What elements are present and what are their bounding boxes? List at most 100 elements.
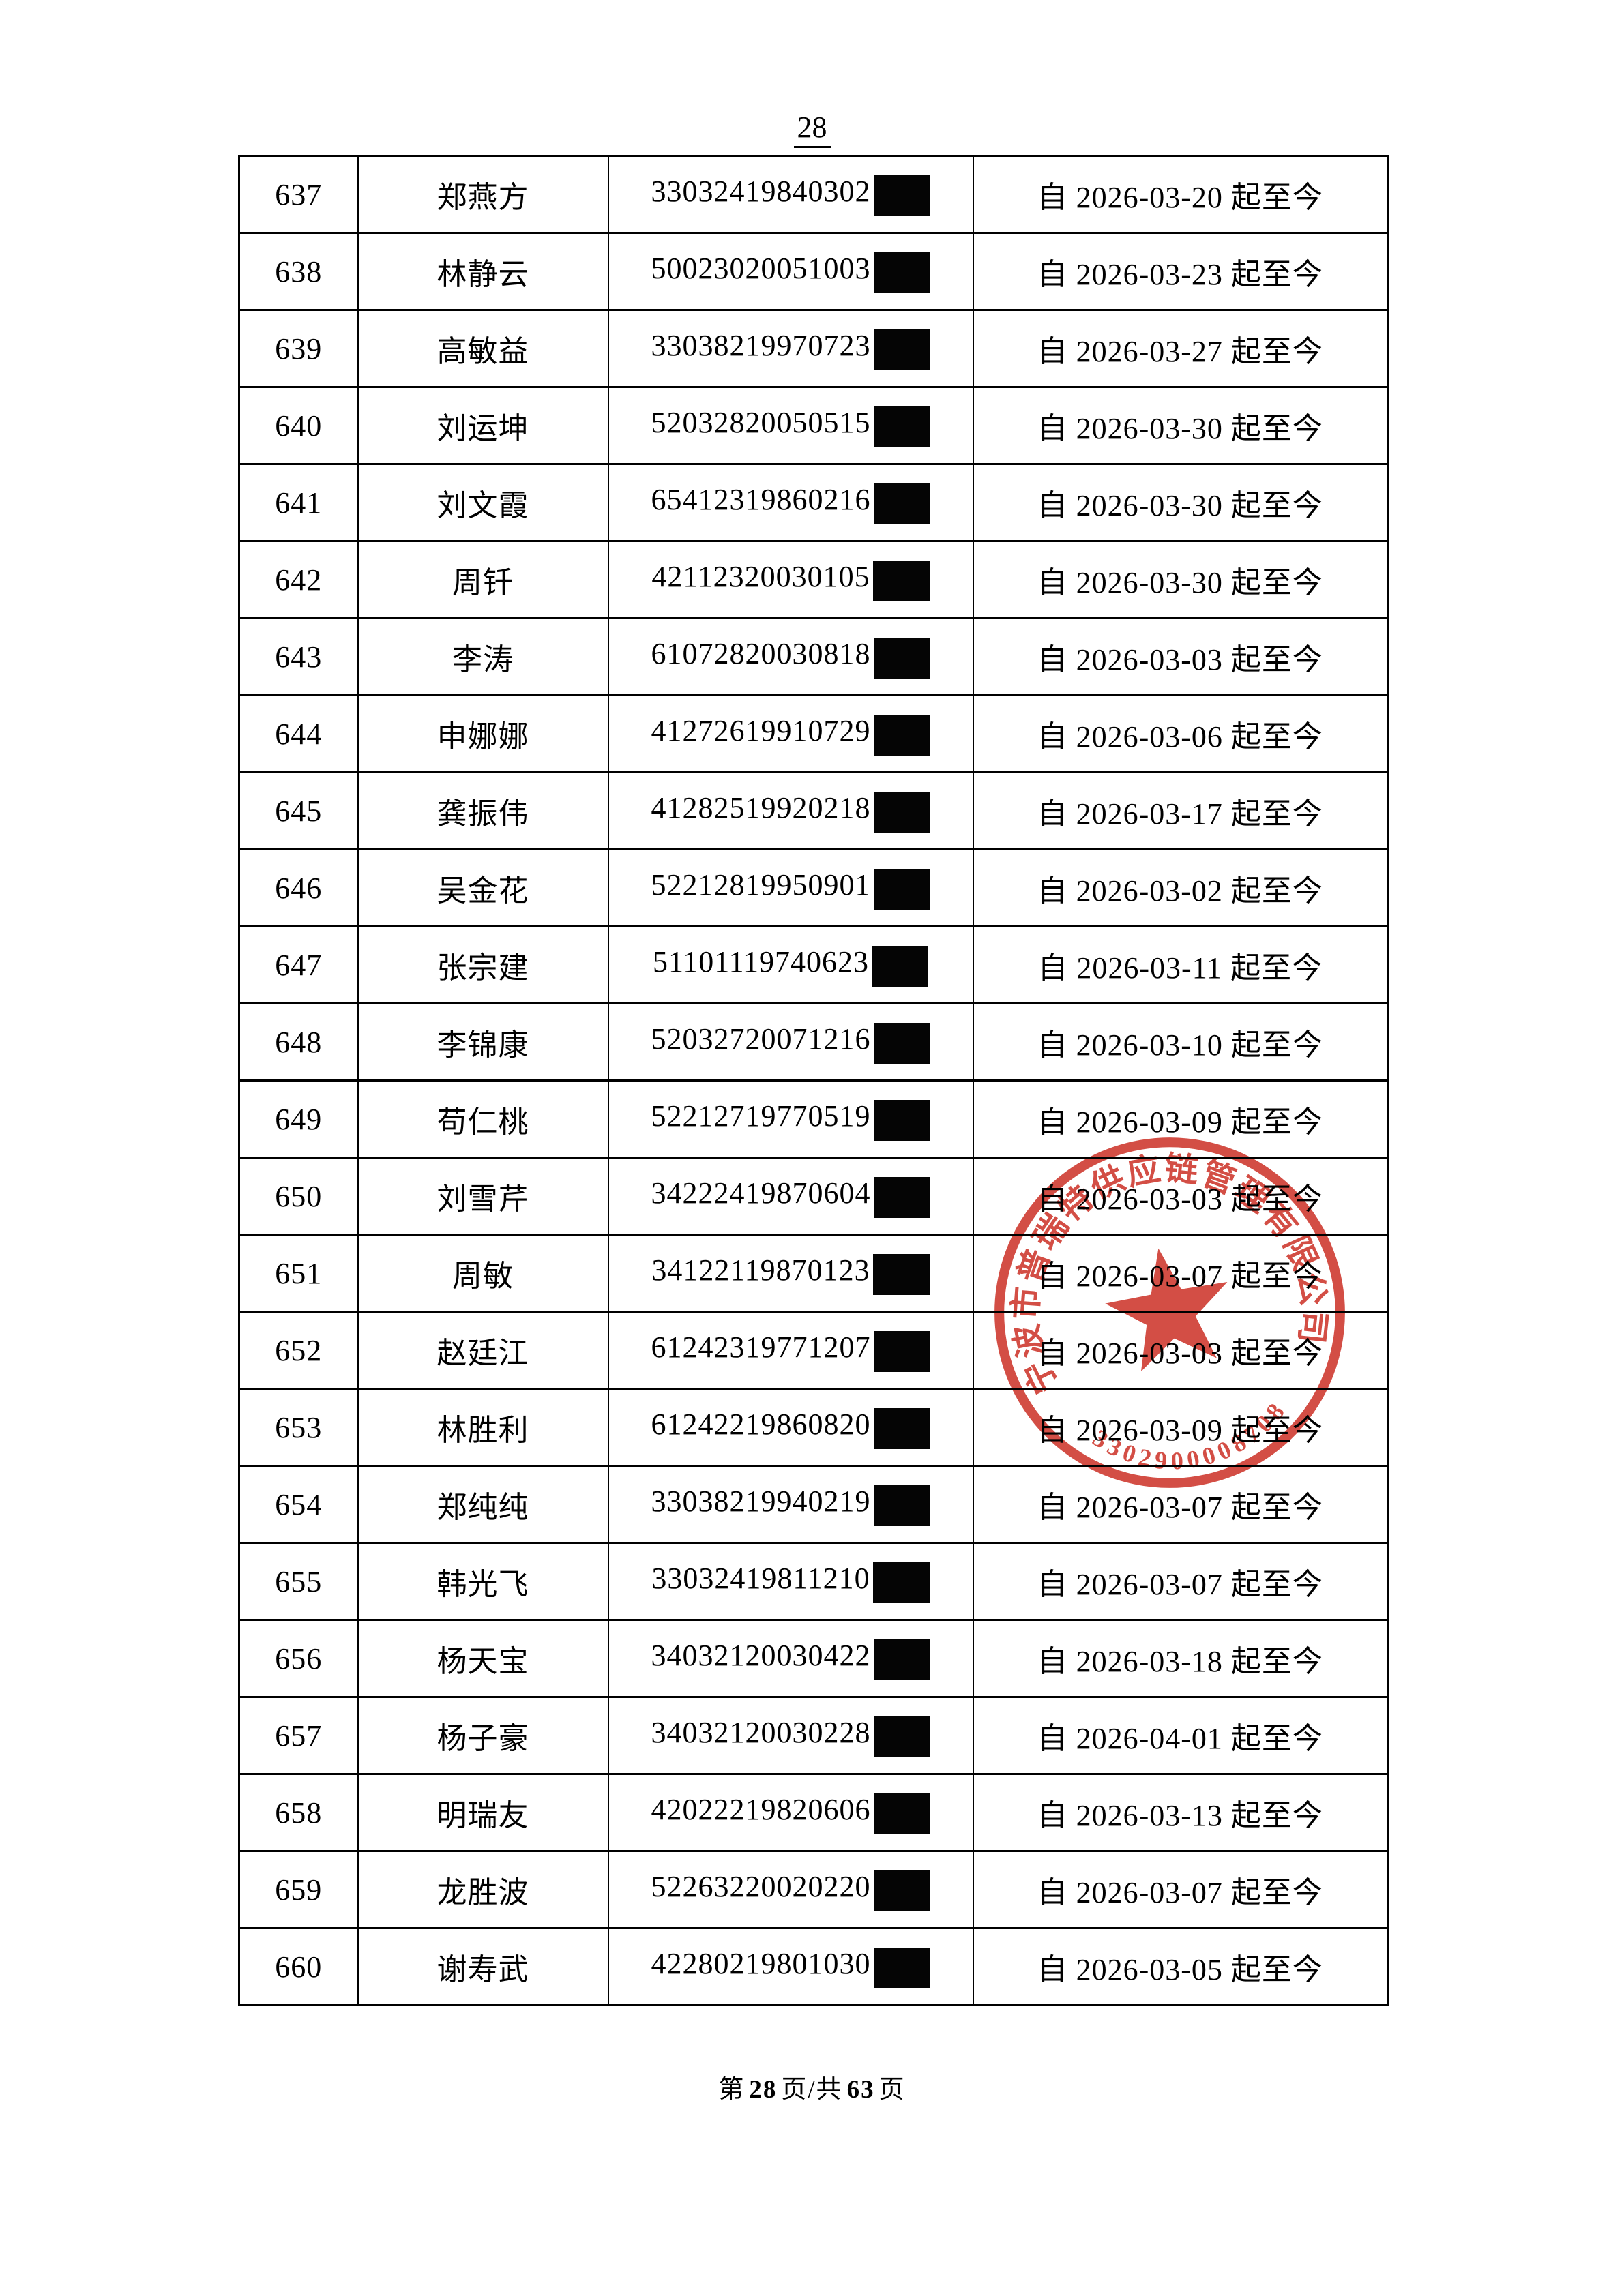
id-number-text: 51101119740623: [652, 945, 870, 979]
cell-valid-period: 自 2026-03-30 起至今: [972, 463, 1389, 542]
cell-row-number: 641: [238, 463, 359, 542]
page-number-top: 28: [793, 110, 831, 149]
cell-row-number: 637: [238, 155, 359, 234]
cell-id-number: 33038219940219: [607, 1465, 974, 1544]
cell-id-number: 61242319771207: [607, 1311, 974, 1390]
cell-valid-period: 自 2026-04-01 起至今: [972, 1696, 1389, 1775]
id-number-text: 42112320030105: [651, 560, 870, 594]
redaction-box: [873, 406, 930, 447]
redaction-box: [873, 715, 930, 756]
id-number-text: 33038219970723: [651, 329, 871, 363]
id-number-text: 34222419870604: [651, 1176, 871, 1210]
cell-name: 谢寿武: [357, 1927, 609, 2006]
cell-id-number: 51101119740623: [607, 925, 974, 1004]
cell-row-number: 656: [238, 1619, 359, 1698]
id-number-text: 50023020051003: [651, 252, 871, 286]
redaction-box: [873, 252, 930, 293]
table-row: 649 苟仁桃 52212719770519 自 2026-03-09 起至今: [238, 1079, 1389, 1159]
cell-id-number: 42022219820606: [607, 1773, 974, 1852]
redaction-box: [873, 869, 930, 910]
cell-valid-period: 自 2026-03-05 起至今: [972, 1927, 1389, 2006]
footer-prefix: 第: [718, 2076, 745, 2104]
table-row: 644 申娜娜 41272619910729 自 2026-03-06 起至今: [238, 694, 1389, 773]
id-number-text: 34032120030422: [651, 1639, 871, 1673]
page-header: 28: [0, 110, 1624, 149]
cell-valid-period: 自 2026-03-30 起至今: [972, 540, 1389, 619]
table-row: 643 李涛 61072820030818 自 2026-03-03 起至今: [238, 617, 1389, 696]
cell-row-number: 643: [238, 617, 359, 696]
cell-name: 周敏: [357, 1234, 609, 1313]
cell-name: 李锦康: [357, 1002, 609, 1082]
cell-name: 周钎: [357, 540, 609, 619]
cell-row-number: 654: [238, 1465, 359, 1544]
id-number-text: 42280219801030: [651, 1947, 871, 1981]
cell-name: 赵廷江: [357, 1311, 609, 1390]
redaction-box: [873, 1100, 930, 1141]
cell-row-number: 644: [238, 694, 359, 773]
roster-table: 637 郑燕方 33032419840302 自 2026-03-20 起至今 …: [238, 155, 1389, 2006]
cell-row-number: 640: [238, 386, 359, 465]
cell-row-number: 657: [238, 1696, 359, 1775]
cell-valid-period: 自 2026-03-20 起至今: [972, 155, 1389, 234]
cell-valid-period: 自 2026-03-03 起至今: [972, 617, 1389, 696]
table-row: 652 赵廷江 61242319771207 自 2026-03-03 起至今: [238, 1311, 1389, 1390]
page-footer: 第 28 页/共 63 页: [0, 2068, 1624, 2105]
redaction-box: [872, 1254, 930, 1295]
cell-name: 苟仁桃: [357, 1079, 609, 1159]
footer-total-pages: 63: [846, 2076, 875, 2104]
redaction-box: [873, 1485, 930, 1526]
cell-row-number: 648: [238, 1002, 359, 1082]
redaction-box: [873, 329, 930, 370]
cell-id-number: 34122119870123: [607, 1234, 974, 1313]
cell-id-number: 34032120030422: [607, 1619, 974, 1698]
table-row: 646 吴金花 52212819950901 自 2026-03-02 起至今: [238, 848, 1389, 927]
cell-valid-period: 自 2026-03-07 起至今: [972, 1850, 1389, 1929]
cell-row-number: 639: [238, 309, 359, 388]
table-row: 637 郑燕方 33032419840302 自 2026-03-20 起至今: [238, 155, 1389, 234]
cell-valid-period: 自 2026-03-10 起至今: [972, 1002, 1389, 1082]
cell-row-number: 650: [238, 1157, 359, 1236]
cell-name: 高敏益: [357, 309, 609, 388]
cell-valid-period: 自 2026-03-13 起至今: [972, 1773, 1389, 1852]
cell-name: 李涛: [357, 617, 609, 696]
redaction-box: [873, 792, 930, 833]
cell-id-number: 34222419870604: [607, 1157, 974, 1236]
table-row: 654 郑纯纯 33038219940219 自 2026-03-07 起至今: [238, 1465, 1389, 1544]
cell-row-number: 649: [238, 1079, 359, 1159]
cell-id-number: 42280219801030: [607, 1927, 974, 2006]
table-row: 650 刘雪芹 34222419870604 自 2026-03-03 起至今: [238, 1157, 1389, 1236]
id-number-text: 65412319860216: [651, 483, 871, 517]
redaction-box: [872, 1562, 930, 1603]
cell-id-number: 52212819950901: [607, 848, 974, 927]
redaction-box: [872, 946, 929, 987]
cell-valid-period: 自 2026-03-03 起至今: [972, 1157, 1389, 1236]
cell-valid-period: 自 2026-03-06 起至今: [972, 694, 1389, 773]
cell-valid-period: 自 2026-03-23 起至今: [972, 232, 1389, 311]
cell-row-number: 658: [238, 1773, 359, 1852]
cell-name: 林静云: [357, 232, 609, 311]
table-row: 655 韩光飞 33032419811210 自 2026-03-07 起至今: [238, 1542, 1389, 1621]
id-number-text: 34032120030228: [651, 1716, 871, 1750]
table-row: 640 刘运坤 52032820050515 自 2026-03-30 起至今: [238, 386, 1389, 465]
id-number-text: 41272619910729: [651, 714, 871, 748]
redaction-box: [873, 1023, 930, 1064]
cell-id-number: 41272619910729: [607, 694, 974, 773]
cell-row-number: 645: [238, 771, 359, 850]
cell-id-number: 52032720071216: [607, 1002, 974, 1082]
redaction-box: [873, 1639, 930, 1680]
cell-name: 明瑞友: [357, 1773, 609, 1852]
cell-id-number: 52212719770519: [607, 1079, 974, 1159]
redaction-box: [873, 1331, 930, 1372]
id-number-text: 42022219820606: [651, 1793, 871, 1827]
cell-name: 刘雪芹: [357, 1157, 609, 1236]
id-number-text: 61242319771207: [651, 1330, 871, 1365]
cell-id-number: 50023020051003: [607, 232, 974, 311]
id-number-text: 33032419811210: [651, 1562, 870, 1596]
cell-row-number: 646: [238, 848, 359, 927]
cell-valid-period: 自 2026-03-18 起至今: [972, 1619, 1389, 1698]
redaction-box: [873, 483, 930, 524]
redaction-box: [873, 1177, 930, 1218]
redaction-box: [873, 1716, 930, 1757]
id-number-text: 34122119870123: [651, 1253, 870, 1287]
